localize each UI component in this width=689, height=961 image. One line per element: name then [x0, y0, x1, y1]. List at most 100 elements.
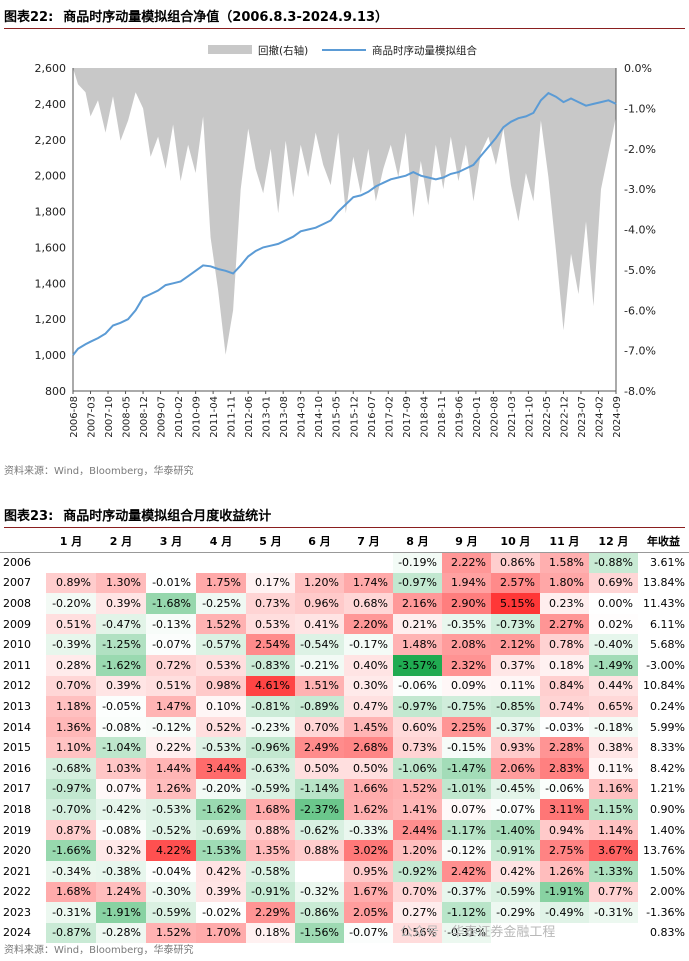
month-return-cell: -0.01%	[146, 572, 196, 594]
table-header-row: 1 月 2 月 3 月 4 月 5 月 6 月 7 月 8 月 9 月 10 月 11 月 12 月 年…	[0, 530, 689, 552]
month-return-cell: -1.25%	[96, 634, 146, 655]
x-tick-label: 2018-11	[437, 396, 448, 438]
month-return-cell: 2.68%	[344, 737, 393, 758]
table-row: 2018 -0.70% -0.42% -0.53% -1.62% 1.68% -2.37% 1…	[0, 799, 689, 820]
x-tick-label: 2021-03	[507, 396, 518, 438]
month-return-cell: -0.86%	[295, 902, 344, 923]
month-return-cell: 1.47%	[146, 696, 196, 717]
month-return-cell: 2.28%	[540, 737, 589, 758]
month-return-cell: -0.45%	[491, 778, 540, 800]
month-return-cell: 0.02%	[589, 613, 638, 635]
x-tick-label: 2020-01	[472, 396, 483, 438]
month-return-cell: 3.11%	[540, 799, 589, 820]
month-return-cell: -0.17%	[344, 634, 393, 655]
month-return-cell: 2.05%	[344, 902, 393, 923]
month-return-cell: 5.15%	[491, 593, 540, 614]
annual-return-cell: 8.33%	[650, 741, 685, 755]
annual-return-cell: 8.42%	[650, 761, 685, 775]
month-header: 7 月	[357, 534, 380, 548]
month-header: 10 月	[500, 534, 531, 548]
month-return-cell: 0.28%	[46, 654, 96, 676]
month-return-cell: -0.85%	[491, 696, 540, 717]
month-return-cell: -0.89%	[295, 696, 344, 717]
month-header: 11 月	[549, 534, 580, 548]
month-return-cell: 0.56%	[393, 922, 442, 944]
y-right-tick-label: -7.0%	[624, 345, 656, 358]
table-row: 2006 -0.19% 2.22% 0.86% 1.58% -0.88% 3.61%	[0, 552, 689, 573]
month-return-cell: 1.20%	[393, 840, 442, 861]
month-return-cell: -0.31%	[442, 922, 491, 944]
month-return-cell: 0.11%	[589, 757, 638, 779]
month-return-cell: 1.30%	[96, 572, 146, 594]
month-return-cell: 0.93%	[491, 737, 540, 758]
month-return-cell: 2.83%	[540, 757, 589, 779]
x-tick-label: 2011-04	[209, 396, 220, 438]
month-return-cell: -0.68%	[46, 757, 96, 779]
month-return-cell: -1.91%	[96, 902, 146, 923]
month-return-cell: 2.29%	[246, 902, 295, 923]
month-return-cell: -0.31%	[589, 902, 638, 923]
month-return-cell: 1.68%	[46, 881, 96, 903]
y-right-tick-label: -3.0%	[624, 183, 656, 196]
x-tick-label: 2024-09	[612, 396, 623, 438]
month-return-cell: 0.73%	[246, 593, 295, 614]
year-cell: 2010	[3, 638, 31, 652]
month-return-cell: 0.88%	[295, 840, 344, 861]
y-right-tick-label: -1.0%	[624, 102, 656, 115]
y-right-tick-label: -5.0%	[624, 264, 656, 277]
y-right-tick-label: -6.0%	[624, 304, 656, 317]
month-return-cell: 2.57%	[491, 572, 540, 594]
x-tick-label: 2017-09	[402, 396, 413, 438]
month-return-cell: -1.14%	[295, 778, 344, 800]
table-row: 2016 -0.68% 1.03% 1.44% 3.44% -0.63% 0.50% 0.50…	[0, 757, 689, 779]
month-return-cell: 1.58%	[540, 552, 589, 573]
x-tick-label: 2020-08	[489, 396, 500, 438]
month-return-cell: 2.12%	[491, 634, 540, 655]
table-row: 2012 0.70% 0.39% 0.51% 0.98% 4.61% 1.51% 0.30% -…	[0, 675, 689, 697]
annual-return-cell: -1.36%	[646, 905, 685, 919]
month-return-cell: -0.13%	[146, 613, 196, 635]
month-return-cell: 0.40%	[344, 654, 393, 676]
month-return-cell: -0.49%	[540, 902, 589, 923]
year-cell: 2007	[3, 576, 31, 590]
year-cell: 2023	[3, 905, 31, 919]
x-tick-label: 2014-10	[314, 396, 325, 438]
x-tick-label: 2024-02	[594, 396, 605, 438]
month-return-cell: 0.23%	[540, 593, 589, 614]
y-right-tick-label: -8.0%	[624, 385, 656, 398]
y-right-tick-label: -4.0%	[624, 224, 656, 237]
month-return-cell	[96, 552, 146, 573]
month-return-cell: -0.62%	[295, 819, 344, 841]
month-return-cell: 3.02%	[344, 840, 393, 861]
table-row: 2019 0.87% -0.08% -0.52% -0.69% 0.88% -0.62% -0…	[0, 819, 689, 841]
month-return-cell: -0.37%	[491, 716, 540, 738]
y-left-tick-label: 2,200	[35, 134, 67, 147]
month-return-cell: -0.39%	[46, 634, 96, 655]
month-return-cell: -0.54%	[295, 634, 344, 655]
month-return-cell: -0.37%	[442, 881, 491, 903]
month-return-cell: -0.07%	[344, 922, 393, 944]
month-return-cell: 1.62%	[344, 799, 393, 820]
month-return-cell: 1.52%	[146, 922, 196, 944]
annual-header: 年收益	[647, 534, 680, 548]
month-return-cell: -0.21%	[295, 654, 344, 676]
month-return-cell: 0.07%	[96, 778, 146, 800]
month-return-cell: -0.69%	[196, 819, 246, 841]
month-return-cell: 1.44%	[146, 757, 196, 779]
month-return-cell: 0.27%	[393, 902, 442, 923]
month-return-cell: -0.12%	[442, 840, 491, 861]
month-return-cell: -0.47%	[96, 613, 146, 635]
year-cell: 2006	[3, 556, 31, 570]
month-header: 5 月	[259, 534, 282, 548]
year-cell: 2019	[3, 823, 31, 837]
month-return-cell: -0.91%	[246, 881, 295, 903]
x-tick-label: 2014-03	[297, 396, 308, 438]
month-return-cell: -0.97%	[393, 696, 442, 717]
table-row: 2020 -1.66% 0.32% 4.22% -1.53% 1.35% 0.88% 3.02…	[0, 840, 689, 861]
table-row: 2008 -0.20% 0.39% -1.68% -0.25% 0.73% 0.96% 0.6…	[0, 593, 689, 614]
year-cell: 2016	[3, 761, 31, 775]
month-return-cell: 2.32%	[442, 654, 491, 676]
month-return-cell: 0.95%	[344, 860, 393, 882]
year-cell: 2015	[3, 741, 31, 755]
month-return-cell: -1.17%	[442, 819, 491, 841]
